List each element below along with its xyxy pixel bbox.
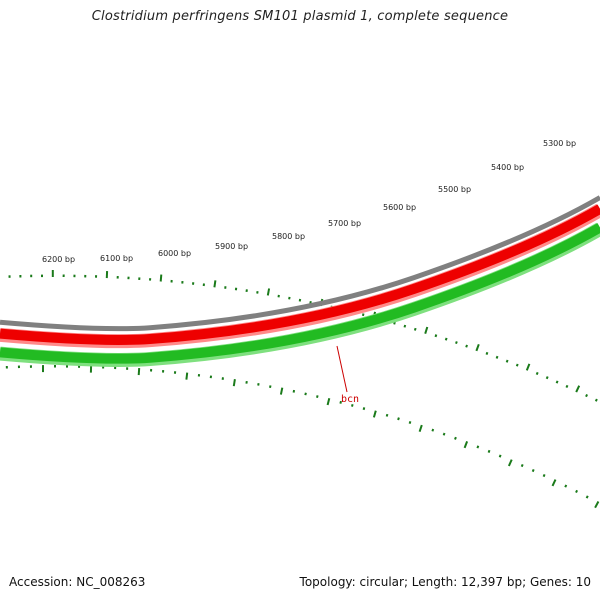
ruler-minor-tick — [339, 400, 342, 404]
ruler-label: 5800 bp — [272, 232, 305, 241]
ruler-major-tick — [507, 459, 513, 467]
ruler-minor-tick — [495, 355, 499, 359]
ruler-minor-tick — [361, 313, 365, 317]
ruler-minor-tick — [444, 337, 448, 341]
ruler-minor-tick — [288, 296, 291, 300]
ruler-label: 5500 bp — [438, 185, 471, 194]
ruler-major-tick — [594, 501, 600, 509]
ruler-minor-tick — [542, 474, 546, 478]
inner-ruler — [5, 365, 600, 509]
ruler-major-tick — [424, 326, 429, 334]
ruler-major-tick — [266, 288, 271, 296]
ruler-minor-tick — [309, 300, 312, 304]
ruler-minor-tick — [564, 484, 568, 488]
ruler-major-tick — [575, 385, 581, 393]
ruler-minor-tick — [465, 344, 468, 348]
ruler-minor-tick — [505, 359, 509, 363]
ruler-minor-tick — [403, 324, 407, 328]
topology-summary-text: Topology: circular; Length: 12,397 bp; G… — [299, 575, 591, 589]
ruler-major-tick — [525, 363, 531, 371]
ruler-minor-tick — [385, 413, 389, 417]
ruler-major-tick — [137, 368, 141, 376]
ruler-minor-tick — [498, 454, 502, 458]
ruler-major-tick — [551, 479, 557, 487]
ruler-major-tick — [159, 274, 163, 282]
ruler-label: 6100 bp — [100, 254, 133, 263]
ruler-label: 5300 bp — [543, 139, 576, 148]
ruler-minor-tick — [594, 398, 598, 402]
ruler-minor-tick — [585, 495, 589, 499]
ruler-minor-tick — [304, 392, 307, 396]
ruler-labels: 6200 bp 6100 bp 6000 bp 5900 bp 5800 bp … — [42, 139, 576, 264]
ruler-label: 5700 bp — [328, 219, 361, 228]
ruler-label: 6200 bp — [42, 255, 75, 264]
ruler-minor-tick — [515, 363, 519, 367]
ruler-minor-tick — [555, 380, 559, 384]
ruler-major-tick — [418, 424, 423, 433]
ruler-minor-tick — [575, 489, 579, 494]
ruler-major-tick — [279, 387, 284, 395]
ruler-major-tick — [463, 441, 469, 449]
ruler-minor-tick — [545, 376, 549, 380]
ruler-label: 5900 bp — [215, 242, 248, 251]
gene-bcn-label[interactable]: bcn — [341, 394, 359, 405]
map-title: Clostridium perfringens SM101 plasmid 1,… — [91, 9, 509, 24]
ruler-minor-tick — [269, 385, 272, 389]
ruler-minor-tick — [585, 393, 589, 398]
ruler-major-tick — [185, 372, 189, 380]
ruler-minor-tick — [455, 341, 458, 345]
ruler-minor-tick — [408, 420, 412, 425]
backbone-ring — [0, 195, 600, 332]
ruler-major-tick — [213, 280, 217, 288]
ruler-minor-tick — [431, 428, 435, 432]
ruler-minor-tick — [487, 449, 491, 453]
ruler-minor-tick — [434, 334, 438, 338]
outer-ruler — [8, 270, 598, 402]
ruler-minor-tick — [454, 436, 457, 440]
gene-bcn-leader-line — [336, 345, 348, 393]
ruler-minor-tick — [520, 464, 524, 468]
accession-text: Accession: NC_008263 — [9, 575, 146, 589]
reverse-strand-track-core[interactable] — [0, 223, 600, 364]
ruler-major-tick — [372, 410, 377, 418]
ruler-minor-tick — [485, 351, 489, 355]
ruler-minor-tick — [351, 403, 354, 407]
ruler-minor-tick — [316, 395, 319, 399]
ruler-minor-tick — [298, 298, 302, 302]
ruler-minor-tick — [362, 407, 366, 411]
ruler-label: 6000 bp — [158, 249, 191, 258]
ruler-major-tick — [232, 379, 236, 387]
ruler-minor-tick — [565, 384, 569, 389]
ruler-minor-tick — [397, 417, 400, 421]
ruler-minor-tick — [531, 469, 535, 473]
ruler-minor-tick — [476, 445, 480, 449]
forward-strand-track-core[interactable] — [0, 204, 600, 345]
ruler-minor-tick — [413, 327, 417, 331]
ruler-minor-tick — [535, 371, 539, 375]
ruler-major-tick — [475, 343, 480, 352]
ruler-minor-tick — [442, 432, 446, 436]
ruler-label: 5400 bp — [491, 163, 524, 172]
ruler-minor-tick — [292, 389, 296, 393]
ruler-major-tick — [326, 397, 331, 406]
ruler-label: 5600 bp — [383, 203, 416, 212]
